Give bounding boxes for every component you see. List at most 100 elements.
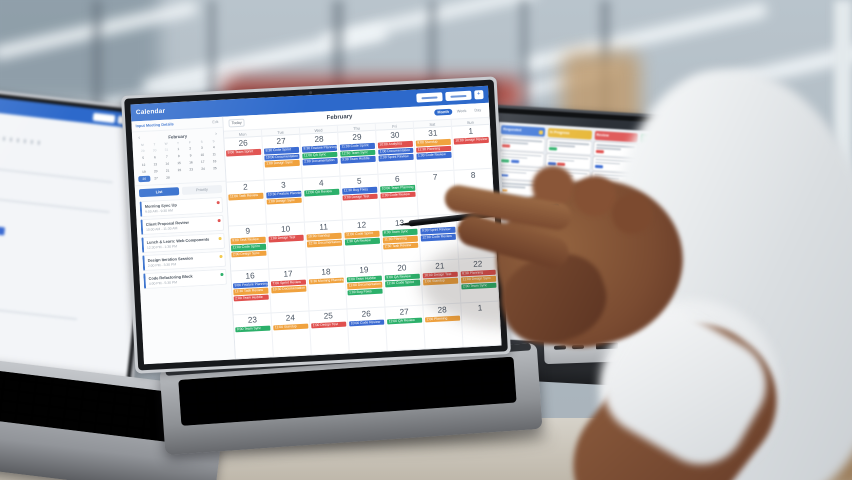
agenda-card[interactable]: Design Iteration Session 2:00 PM - 3:30 P…: [142, 250, 227, 272]
event-chip[interactable]: 12:00 QA Review: [387, 317, 423, 325]
view-button-week[interactable]: Week: [456, 108, 467, 114]
calendar-day-cell[interactable]: 3 10:30 Feature Planning 1:00 Design Sync: [264, 178, 305, 224]
event-chip[interactable]: 11:00 Task Review: [228, 192, 264, 201]
agenda-card[interactable]: Morning Sync Up 9:00 AM - 9:30 AM: [139, 196, 224, 218]
event-chip[interactable]: 3:00 Design Test: [342, 193, 378, 201]
mini-day[interactable]: 14: [165, 161, 170, 166]
mini-day[interactable]: 26: [138, 175, 151, 183]
event-chip[interactable]: 1:30 Code Review: [416, 152, 452, 160]
mini-day[interactable]: 23: [189, 167, 194, 172]
kanban-card[interactable]: [498, 150, 544, 167]
meeting-details-link[interactable]: Input Meeting Details: [135, 122, 174, 129]
calendar-day-cell[interactable]: 31 9:00 Standup 11:30 Planning 1:30 Code Re…: [414, 126, 455, 172]
mini-prev-icon[interactable]: ‹: [138, 135, 141, 142]
view-button-day[interactable]: Day: [474, 108, 482, 113]
mini-day[interactable]: 27: [154, 176, 158, 181]
calendar-day-cell[interactable]: 25 1:00 Design Test: [309, 309, 350, 355]
event-chip[interactable]: 1:00 Design Test: [311, 321, 347, 329]
event-chip[interactable]: 11:00 Standup: [273, 323, 309, 331]
kanban-column-header[interactable]: Requested: [500, 125, 545, 137]
calendar-day-cell[interactable]: 30 10:00 Analytics 1:00 Documentation 2:30 …: [376, 128, 417, 174]
event-chip[interactable]: 10:00 Design Review: [453, 136, 489, 145]
event-chip[interactable]: 12:30 Documentation: [306, 239, 343, 248]
event-chip[interactable]: 1:00 Bug Fixes: [347, 288, 383, 296]
event-chip[interactable]: 10:00 Code Review: [349, 319, 385, 327]
calendar-day-cell[interactable]: 26 9:00 Team Sprint: [224, 136, 265, 182]
mini-day[interactable]: 1: [177, 147, 180, 152]
calendar-day-cell[interactable]: 24 11:00 Standup: [271, 311, 312, 357]
event-chip[interactable]: 3:30 Team Huddle: [340, 155, 376, 164]
event-chip[interactable]: 1:00 Design Sync: [266, 197, 302, 205]
calendar-day-cell[interactable]: 27 8:30 Code Sprint 10:00 Documentation 1:0…: [262, 134, 303, 180]
mini-day[interactable]: 13: [153, 162, 158, 167]
mini-day[interactable]: 22: [177, 167, 182, 173]
event-chip[interactable]: 12:30 Code Sprint: [385, 279, 421, 288]
timeline-bar[interactable]: [0, 220, 6, 236]
calendar-day-cell[interactable]: 4 12:00 QA Review: [302, 176, 343, 222]
calendar-day-cell[interactable]: 19 8:00 Team Huddle 11:00 Documentation 1:0…: [345, 263, 386, 309]
mini-next-icon[interactable]: ›: [215, 131, 218, 138]
event-chip[interactable]: 2:00 Documentation: [302, 157, 338, 166]
header-add-button[interactable]: +: [474, 90, 484, 100]
mini-day[interactable]: 31: [164, 147, 169, 152]
left-app-button[interactable]: [92, 112, 116, 123]
today-button[interactable]: Today: [228, 118, 245, 128]
mini-day[interactable]: 7: [165, 154, 168, 159]
calendar-day-cell[interactable]: 2 11:00 Task Review: [226, 180, 267, 226]
calendar-day-cell[interactable]: 11 10:00 Standup 12:30 Documentation: [304, 220, 346, 267]
agenda-card[interactable]: Client Proposal Review 10:00 AM - 11:30 A…: [140, 214, 225, 236]
event-chip[interactable]: 9:30 Morning Planning: [308, 277, 345, 285]
mini-day[interactable]: 17: [200, 159, 205, 164]
mini-day[interactable]: 24: [201, 166, 205, 171]
mini-day[interactable]: 3: [201, 145, 204, 150]
event-chip[interactable]: 2:00 Design Sync: [231, 250, 267, 258]
calendar-day-cell[interactable]: 26 10:00 Code Review: [347, 307, 388, 353]
event-chip[interactable]: 9:00 Team Sync: [235, 325, 271, 333]
mini-day[interactable]: 12: [141, 162, 146, 168]
mini-day[interactable]: 25: [213, 166, 217, 171]
event-chip[interactable]: 9:00 Team Sprint: [225, 148, 262, 157]
event-chip[interactable]: 1:00 Design Test: [268, 235, 304, 243]
edit-link[interactable]: Edit: [212, 119, 219, 125]
sidebar-tab-list[interactable]: List: [138, 187, 180, 198]
view-button-month[interactable]: Month: [434, 108, 453, 116]
event-chip[interactable]: 2:00 Code Review: [380, 191, 416, 199]
event-chip[interactable]: 2:30 Sprint Review: [378, 153, 414, 162]
calendar-day-cell[interactable]: 28 9:30 Feature Planning 11:00 QA Sync 2:00…: [300, 132, 341, 178]
mini-day[interactable]: 15: [177, 160, 181, 166]
mini-day[interactable]: 6: [154, 155, 156, 160]
mini-day[interactable]: 9: [189, 153, 192, 158]
mini-day[interactable]: 10: [200, 152, 205, 157]
mini-day[interactable]: 21: [165, 168, 170, 173]
kanban-card[interactable]: [499, 136, 545, 152]
mini-day[interactable]: 4: [212, 145, 215, 150]
mini-day[interactable]: 28: [166, 175, 170, 180]
calendar-day-cell[interactable]: 27 12:00 QA Review: [385, 305, 426, 351]
mini-day[interactable]: 19: [142, 169, 146, 175]
calendar-day-cell[interactable]: 29 11:00 Code Sprint 12:30 Team Sync 3:30 T…: [338, 130, 379, 176]
calendar-day-cell[interactable]: 16 9:00 Feature Planning 11:30 Task Review…: [231, 269, 272, 315]
header-action-button[interactable]: [445, 90, 472, 102]
event-chip[interactable]: 12:00 QA Review: [304, 188, 340, 197]
mini-day[interactable]: 29: [140, 148, 145, 154]
sidebar-tab-priority[interactable]: Priority: [181, 184, 223, 195]
event-chip[interactable]: 10:30 Documentation: [271, 285, 307, 294]
event-chip[interactable]: 2:30 Task Review: [383, 242, 419, 250]
mini-day[interactable]: 8: [177, 154, 180, 159]
calendar-day-cell[interactable]: 18 9:30 Morning Planning: [307, 265, 348, 311]
calendar-day-cell[interactable]: 10 1:00 Design Test: [266, 222, 308, 269]
kanban-column-header[interactable]: In Progress: [547, 127, 592, 140]
calendar-day-cell[interactable]: 12 11:00 Code Sprint 1:30 QA Review: [342, 219, 384, 265]
mini-day[interactable]: 11: [212, 152, 216, 157]
calendar-day-cell[interactable]: 23 9:00 Team Sync: [233, 313, 274, 359]
calendar-day-cell[interactable]: 1 10:00 Design Review: [452, 124, 493, 170]
calendar-day-cell[interactable]: 17 7:00 Sprint Review 10:30 Documentation: [269, 267, 310, 313]
agenda-card[interactable]: Lunch & Learn: Web Components 12:30 PM - …: [141, 232, 226, 254]
mini-day[interactable]: 16: [189, 160, 193, 165]
mini-day[interactable]: 20: [153, 169, 158, 174]
mini-day[interactable]: 5: [142, 155, 145, 160]
mini-day[interactable]: 2: [189, 146, 192, 151]
event-chip[interactable]: 2:00 Team Huddle: [233, 294, 269, 302]
header-action-button[interactable]: [416, 92, 443, 103]
agenda-card[interactable]: Code Refactoring Block 4:00 PM - 5:30 PM: [143, 268, 228, 290]
